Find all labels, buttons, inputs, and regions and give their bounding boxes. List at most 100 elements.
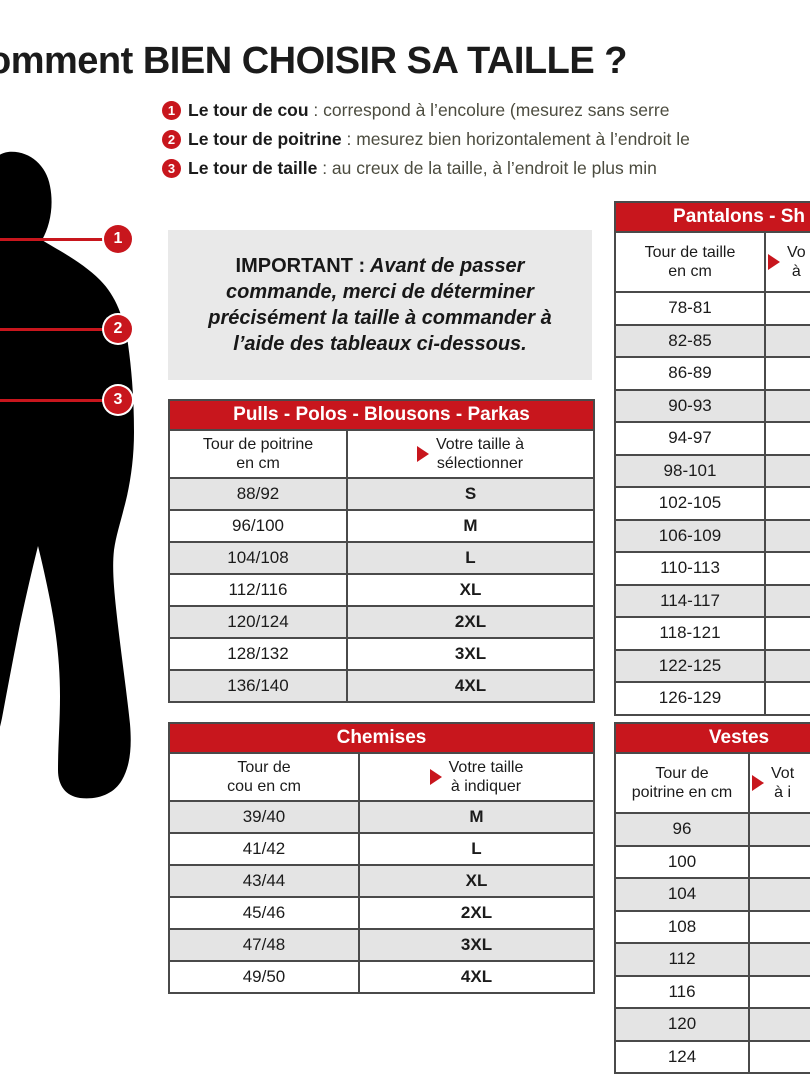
instruction-body-1: correspond à l’encolure (mesurez sans se… <box>323 100 670 120</box>
column-header-measure: Tour de cou en cm <box>170 754 360 800</box>
important-notice-box: IMPORTANT : Avant de passer commande, me… <box>168 230 592 380</box>
table-row: 78-81 <box>616 291 810 324</box>
cell-size: 4XL <box>460 967 493 986</box>
cell-size <box>750 1009 810 1040</box>
cell-size <box>766 618 810 649</box>
size-table-pantalons-header-row: Tour de taille en cm Vo à <box>616 231 810 291</box>
cell-size: XL <box>459 580 482 599</box>
cell-measure: 110-113 <box>616 553 766 584</box>
table-row: 86-89 <box>616 356 810 389</box>
cell-measure: 94-97 <box>616 423 766 454</box>
cell-size: L <box>465 548 476 567</box>
table-row: 114-117 <box>616 583 810 617</box>
instruction-sep-1: : <box>308 100 324 120</box>
cell-size: M <box>469 807 484 826</box>
column-header-size-line2: à <box>791 263 801 280</box>
table-row: 116 <box>616 974 810 1008</box>
bullet-number-2-icon: 2 <box>162 130 181 149</box>
column-header-size: Vot à i <box>750 754 810 812</box>
column-header-size-line1: Votre taille <box>448 759 524 776</box>
instruction-item-2: 2 Le tour de poitrine : mesurez bien hor… <box>162 127 810 156</box>
table-row: 112/116 XL <box>170 573 593 605</box>
cell-measure: 45/46 <box>170 898 360 928</box>
column-header-measure: Tour de poitrine en cm <box>616 754 750 812</box>
table-row: 41/42 L <box>170 832 593 864</box>
body-silhouette-illustration <box>0 140 160 800</box>
instruction-text-3: Le tour de taille : au creux de la taill… <box>188 156 657 180</box>
size-table-vestes-body: 96 100 104 108 112 116 120 124 <box>616 812 810 1072</box>
cell-measure: 106-109 <box>616 520 766 551</box>
cell-measure: 86-89 <box>616 358 766 389</box>
size-table-chemises-title: Chemises <box>170 724 593 752</box>
table-row: 122-125 <box>616 648 810 682</box>
table-row: 128/132 3XL <box>170 637 593 669</box>
size-table-pantalons-title: Pantalons - Sh <box>616 203 810 231</box>
important-notice-text: IMPORTANT : Avant de passer commande, me… <box>168 253 592 357</box>
triangle-pointer-icon <box>768 254 780 270</box>
instruction-sep-3: : <box>317 158 332 178</box>
cell-size: 3XL <box>460 935 493 954</box>
cell-measure: 104 <box>616 879 750 910</box>
size-table-pulls: Pulls - Polos - Blousons - Parkas Tour d… <box>168 399 595 703</box>
cell-measure: 78-81 <box>616 293 766 324</box>
table-row: 120 <box>616 1007 810 1040</box>
instruction-text-1: Le tour de cou : correspond à l’encolure… <box>188 98 669 122</box>
instruction-sep-2: : <box>341 129 357 149</box>
table-row: 45/46 2XL <box>170 896 593 928</box>
column-header-size: Votre taille à indiquer <box>360 754 593 800</box>
column-header-size-line1: Vot <box>771 765 795 782</box>
cell-size <box>750 879 810 910</box>
page-title: omment BIEN CHOISIR SA TAILLE ? <box>0 40 627 82</box>
column-header-size-line1: Votre taille à <box>435 436 525 453</box>
important-notice-lead: IMPORTANT : <box>235 255 366 277</box>
table-row: 49/50 4XL <box>170 960 593 992</box>
cell-size: 4XL <box>454 676 487 695</box>
cell-size <box>766 586 810 617</box>
column-header-measure-line1: Tour de <box>237 759 291 776</box>
bullet-number-1-icon: 1 <box>162 101 181 120</box>
cell-size <box>750 977 810 1008</box>
marker-circle-2: 2 <box>104 315 132 343</box>
cell-measure: 102-105 <box>616 488 766 519</box>
table-row: 136/140 4XL <box>170 669 593 701</box>
cell-measure: 112 <box>616 944 750 975</box>
column-header-size-line2: sélectionner <box>436 455 524 472</box>
cell-size <box>750 814 810 845</box>
cell-size <box>766 391 810 422</box>
cell-measure: 112/116 <box>170 575 348 605</box>
instruction-body-2: mesurez bien horizontalement à l’endroit… <box>356 129 690 149</box>
cell-measure: 136/140 <box>170 671 348 701</box>
important-notice-body: Avant de passer commande, merci de déter… <box>208 255 552 355</box>
column-header-measure-line1: Tour de poitrine <box>202 436 314 453</box>
table-row: 96/100 M <box>170 509 593 541</box>
column-header-size: Vo à <box>766 233 810 291</box>
cell-measure: 116 <box>616 976 750 1007</box>
column-header-measure: Tour de poitrine en cm <box>170 431 348 477</box>
cell-measure: 41/42 <box>170 834 360 864</box>
column-header-measure-line2: poitrine en cm <box>631 784 733 801</box>
instruction-label-1: Le tour de cou <box>188 100 309 120</box>
table-row: 94-97 <box>616 421 810 454</box>
size-table-vestes-header-row: Tour de poitrine en cm Vot à i <box>616 752 810 812</box>
column-header-size: Votre taille à sélectionner <box>348 431 593 477</box>
column-header-measure-line1: Tour de taille <box>644 244 736 261</box>
marker-line-2 <box>0 328 108 331</box>
marker-line-1 <box>0 238 108 241</box>
cell-measure: 124 <box>616 1041 750 1072</box>
size-table-chemises: Chemises Tour de cou en cm Votre taille … <box>168 722 595 994</box>
column-header-size-line2: à i <box>774 784 792 801</box>
cell-size: 2XL <box>460 903 493 922</box>
table-row: 102-105 <box>616 486 810 519</box>
marker-circle-1: 1 <box>104 225 132 253</box>
table-row: 118-121 <box>616 616 810 649</box>
table-row: 90-93 <box>616 388 810 422</box>
size-table-vestes: Vestes Tour de poitrine en cm Vot à i 96… <box>614 722 810 1074</box>
table-row: 104 <box>616 877 810 910</box>
cell-size <box>766 651 810 682</box>
cell-measure: 118-121 <box>616 618 766 649</box>
cell-measure: 49/50 <box>170 962 360 992</box>
table-row: 104/108 L <box>170 541 593 573</box>
instruction-item-1: 1 Le tour de cou : correspond à l’encolu… <box>162 98 810 127</box>
cell-size: L <box>471 839 482 858</box>
